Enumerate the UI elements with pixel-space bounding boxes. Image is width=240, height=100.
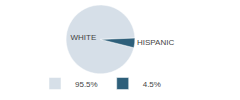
svg-text:WHITE: WHITE — [70, 33, 96, 42]
svg-text:95.5%: 95.5% — [75, 80, 98, 89]
svg-text:4.5%: 4.5% — [143, 80, 161, 89]
svg-text:HISPANIC: HISPANIC — [137, 38, 174, 47]
